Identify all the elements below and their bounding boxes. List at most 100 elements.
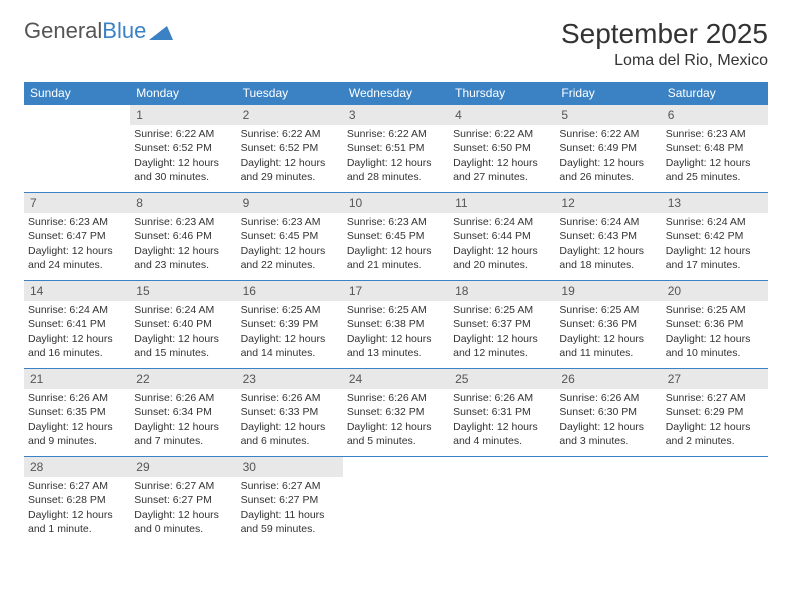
day-content: Sunrise: 6:24 AMSunset: 6:40 PMDaylight:… <box>130 301 236 364</box>
calendar-day-cell <box>449 457 555 545</box>
day-content: Sunrise: 6:26 AMSunset: 6:31 PMDaylight:… <box>449 389 555 452</box>
daylight-text: Daylight: 12 hours and 7 minutes. <box>134 420 232 448</box>
day-content: Sunrise: 6:22 AMSunset: 6:49 PMDaylight:… <box>555 125 661 188</box>
calendar-week-row: 21Sunrise: 6:26 AMSunset: 6:35 PMDayligh… <box>24 369 768 457</box>
sunset-text: Sunset: 6:42 PM <box>666 229 764 243</box>
calendar-day-cell: 24Sunrise: 6:26 AMSunset: 6:32 PMDayligh… <box>343 369 449 457</box>
day-content: Sunrise: 6:27 AMSunset: 6:27 PMDaylight:… <box>130 477 236 540</box>
title-block: September 2025 Loma del Rio, Mexico <box>561 18 768 70</box>
logo-text-1: General <box>24 18 102 44</box>
day-number: 26 <box>555 369 661 389</box>
day-number: 1 <box>130 105 236 125</box>
sunset-text: Sunset: 6:50 PM <box>453 141 551 155</box>
day-number: 17 <box>343 281 449 301</box>
day-content: Sunrise: 6:27 AMSunset: 6:28 PMDaylight:… <box>24 477 130 540</box>
day-number: 20 <box>662 281 768 301</box>
sunrise-text: Sunrise: 6:22 AM <box>453 127 551 141</box>
sunrise-text: Sunrise: 6:22 AM <box>134 127 232 141</box>
day-number: 24 <box>343 369 449 389</box>
calendar-day-cell <box>662 457 768 545</box>
sunrise-text: Sunrise: 6:26 AM <box>347 391 445 405</box>
sunset-text: Sunset: 6:41 PM <box>28 317 126 331</box>
weekday-header: Tuesday <box>237 82 343 105</box>
day-content: Sunrise: 6:27 AMSunset: 6:27 PMDaylight:… <box>237 477 343 540</box>
calendar-day-cell: 22Sunrise: 6:26 AMSunset: 6:34 PMDayligh… <box>130 369 236 457</box>
daylight-text: Daylight: 12 hours and 24 minutes. <box>28 244 126 272</box>
sunset-text: Sunset: 6:30 PM <box>559 405 657 419</box>
day-number: 16 <box>237 281 343 301</box>
calendar-day-cell: 1Sunrise: 6:22 AMSunset: 6:52 PMDaylight… <box>130 105 236 193</box>
daylight-text: Daylight: 12 hours and 4 minutes. <box>453 420 551 448</box>
daylight-text: Daylight: 12 hours and 2 minutes. <box>666 420 764 448</box>
calendar-week-row: 28Sunrise: 6:27 AMSunset: 6:28 PMDayligh… <box>24 457 768 545</box>
sunrise-text: Sunrise: 6:23 AM <box>28 215 126 229</box>
calendar-week-row: 7Sunrise: 6:23 AMSunset: 6:47 PMDaylight… <box>24 193 768 281</box>
sunrise-text: Sunrise: 6:26 AM <box>134 391 232 405</box>
daylight-text: Daylight: 12 hours and 9 minutes. <box>28 420 126 448</box>
calendar-day-cell: 27Sunrise: 6:27 AMSunset: 6:29 PMDayligh… <box>662 369 768 457</box>
calendar-day-cell: 4Sunrise: 6:22 AMSunset: 6:50 PMDaylight… <box>449 105 555 193</box>
weekday-header: Friday <box>555 82 661 105</box>
sunset-text: Sunset: 6:51 PM <box>347 141 445 155</box>
day-number: 10 <box>343 193 449 213</box>
sunset-text: Sunset: 6:28 PM <box>28 493 126 507</box>
sunset-text: Sunset: 6:40 PM <box>134 317 232 331</box>
sunrise-text: Sunrise: 6:22 AM <box>559 127 657 141</box>
sunset-text: Sunset: 6:49 PM <box>559 141 657 155</box>
daylight-text: Daylight: 12 hours and 13 minutes. <box>347 332 445 360</box>
sunset-text: Sunset: 6:46 PM <box>134 229 232 243</box>
sunset-text: Sunset: 6:45 PM <box>347 229 445 243</box>
calendar-day-cell: 28Sunrise: 6:27 AMSunset: 6:28 PMDayligh… <box>24 457 130 545</box>
daylight-text: Daylight: 12 hours and 15 minutes. <box>134 332 232 360</box>
day-content: Sunrise: 6:26 AMSunset: 6:33 PMDaylight:… <box>237 389 343 452</box>
sunrise-text: Sunrise: 6:24 AM <box>666 215 764 229</box>
calendar-day-cell: 5Sunrise: 6:22 AMSunset: 6:49 PMDaylight… <box>555 105 661 193</box>
daylight-text: Daylight: 12 hours and 28 minutes. <box>347 156 445 184</box>
daylight-text: Daylight: 12 hours and 6 minutes. <box>241 420 339 448</box>
day-number: 19 <box>555 281 661 301</box>
sunrise-text: Sunrise: 6:23 AM <box>347 215 445 229</box>
sunrise-text: Sunrise: 6:22 AM <box>241 127 339 141</box>
calendar-day-cell: 25Sunrise: 6:26 AMSunset: 6:31 PMDayligh… <box>449 369 555 457</box>
sunrise-text: Sunrise: 6:25 AM <box>666 303 764 317</box>
day-content: Sunrise: 6:24 AMSunset: 6:44 PMDaylight:… <box>449 213 555 276</box>
day-content: Sunrise: 6:26 AMSunset: 6:35 PMDaylight:… <box>24 389 130 452</box>
calendar-day-cell: 9Sunrise: 6:23 AMSunset: 6:45 PMDaylight… <box>237 193 343 281</box>
daylight-text: Daylight: 12 hours and 17 minutes. <box>666 244 764 272</box>
day-number: 3 <box>343 105 449 125</box>
calendar-day-cell: 15Sunrise: 6:24 AMSunset: 6:40 PMDayligh… <box>130 281 236 369</box>
daylight-text: Daylight: 12 hours and 14 minutes. <box>241 332 339 360</box>
day-content: Sunrise: 6:24 AMSunset: 6:42 PMDaylight:… <box>662 213 768 276</box>
calendar-day-cell <box>555 457 661 545</box>
calendar-day-cell: 26Sunrise: 6:26 AMSunset: 6:30 PMDayligh… <box>555 369 661 457</box>
sunset-text: Sunset: 6:38 PM <box>347 317 445 331</box>
daylight-text: Daylight: 12 hours and 26 minutes. <box>559 156 657 184</box>
calendar-day-cell: 13Sunrise: 6:24 AMSunset: 6:42 PMDayligh… <box>662 193 768 281</box>
sunrise-text: Sunrise: 6:24 AM <box>134 303 232 317</box>
daylight-text: Daylight: 12 hours and 11 minutes. <box>559 332 657 360</box>
calendar-day-cell: 23Sunrise: 6:26 AMSunset: 6:33 PMDayligh… <box>237 369 343 457</box>
calendar-day-cell: 11Sunrise: 6:24 AMSunset: 6:44 PMDayligh… <box>449 193 555 281</box>
location: Loma del Rio, Mexico <box>561 52 768 70</box>
calendar-day-cell: 10Sunrise: 6:23 AMSunset: 6:45 PMDayligh… <box>343 193 449 281</box>
daylight-text: Daylight: 12 hours and 12 minutes. <box>453 332 551 360</box>
calendar-day-cell: 21Sunrise: 6:26 AMSunset: 6:35 PMDayligh… <box>24 369 130 457</box>
sunrise-text: Sunrise: 6:23 AM <box>666 127 764 141</box>
header: GeneralBlue September 2025 Loma del Rio,… <box>24 18 768 70</box>
sunrise-text: Sunrise: 6:24 AM <box>28 303 126 317</box>
day-content: Sunrise: 6:25 AMSunset: 6:36 PMDaylight:… <box>555 301 661 364</box>
day-content: Sunrise: 6:25 AMSunset: 6:37 PMDaylight:… <box>449 301 555 364</box>
sunset-text: Sunset: 6:31 PM <box>453 405 551 419</box>
daylight-text: Daylight: 12 hours and 3 minutes. <box>559 420 657 448</box>
logo: GeneralBlue <box>24 18 173 44</box>
calendar-week-row: 1Sunrise: 6:22 AMSunset: 6:52 PMDaylight… <box>24 105 768 193</box>
sunrise-text: Sunrise: 6:27 AM <box>134 479 232 493</box>
calendar-body: 1Sunrise: 6:22 AMSunset: 6:52 PMDaylight… <box>24 105 768 545</box>
day-number: 11 <box>449 193 555 213</box>
sunset-text: Sunset: 6:44 PM <box>453 229 551 243</box>
logo-triangle-icon <box>149 22 173 40</box>
sunrise-text: Sunrise: 6:25 AM <box>453 303 551 317</box>
day-number: 21 <box>24 369 130 389</box>
daylight-text: Daylight: 12 hours and 10 minutes. <box>666 332 764 360</box>
calendar-week-row: 14Sunrise: 6:24 AMSunset: 6:41 PMDayligh… <box>24 281 768 369</box>
